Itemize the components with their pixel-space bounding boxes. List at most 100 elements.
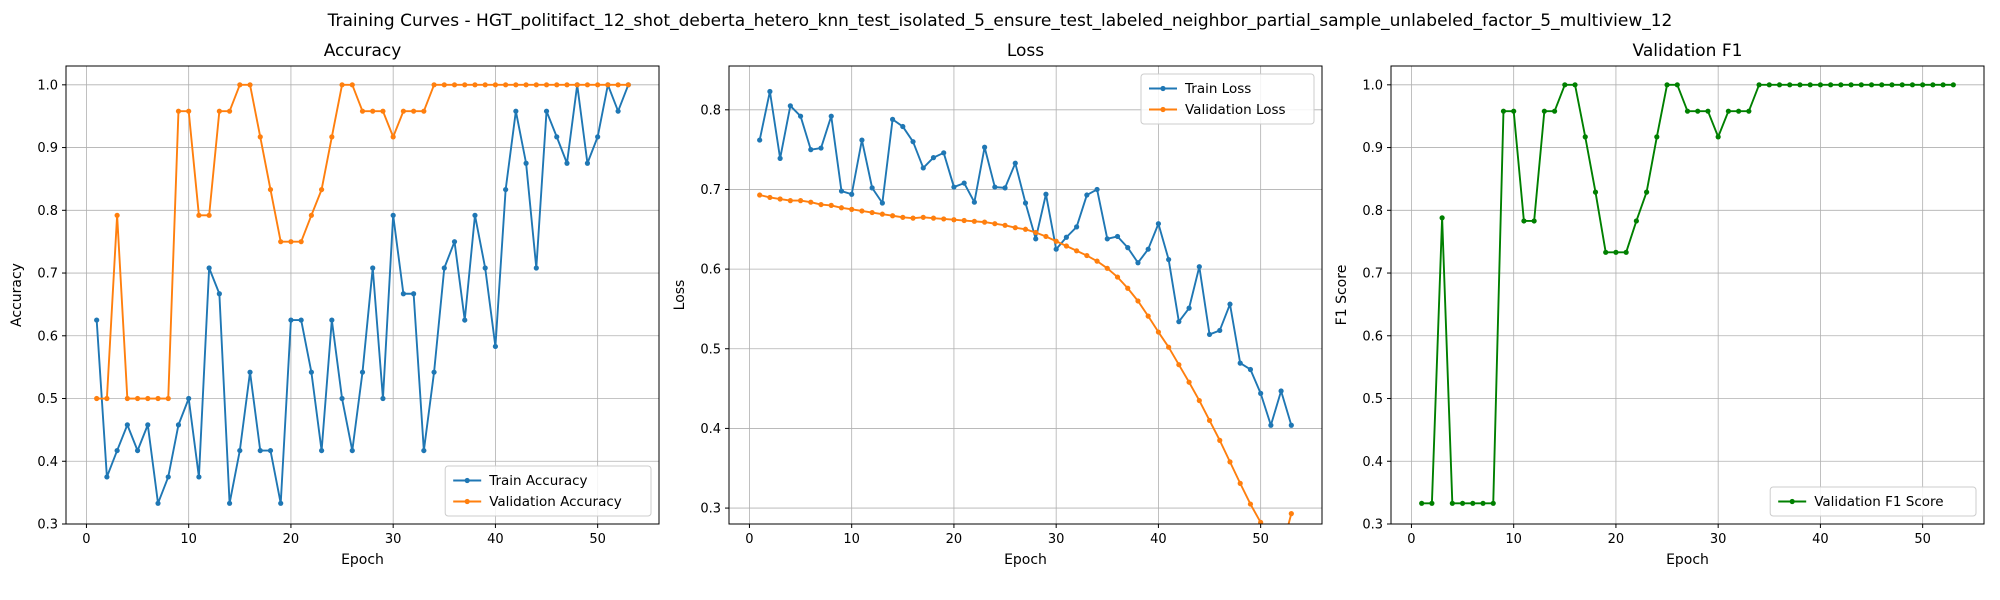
data-point	[175, 422, 182, 428]
data-point	[288, 317, 294, 323]
data-point	[1002, 185, 1008, 191]
data-point	[564, 82, 570, 88]
data-point	[206, 265, 212, 271]
data-point	[308, 212, 314, 218]
data-point	[155, 395, 161, 402]
data-point	[472, 82, 478, 88]
y-tick-label: 1.0	[37, 78, 58, 93]
data-point	[278, 239, 284, 245]
data-point	[1145, 313, 1151, 319]
data-point	[124, 422, 130, 428]
data-point	[1684, 108, 1691, 114]
legend-box	[1769, 486, 1977, 517]
data-point	[145, 422, 151, 428]
y-tick-label: 0.4	[37, 455, 58, 470]
y-tick-label: 0.3	[37, 518, 58, 533]
data-point	[1196, 397, 1202, 404]
data-point	[134, 447, 141, 454]
data-point	[400, 291, 406, 297]
data-point	[1511, 108, 1517, 114]
data-point	[237, 82, 243, 88]
data-point	[859, 208, 865, 214]
data-point	[971, 218, 977, 224]
data-point	[1227, 301, 1233, 307]
data-point	[1063, 243, 1069, 249]
series-validation-loss	[757, 192, 1294, 524]
data-point	[533, 265, 539, 271]
data-point	[359, 369, 366, 375]
data-point	[513, 108, 519, 114]
data-point	[1541, 108, 1547, 114]
data-point	[1063, 234, 1069, 240]
x-tick-label: 30	[1048, 532, 1065, 547]
data-point	[1858, 82, 1864, 88]
x-axis-label: Epoch	[1004, 552, 1047, 568]
data-point	[797, 198, 804, 204]
data-point	[462, 82, 468, 88]
x-tick-label: 10	[1505, 532, 1522, 547]
data-point	[226, 108, 233, 114]
data-point	[1828, 82, 1834, 88]
data-point	[482, 265, 488, 271]
data-point	[155, 500, 161, 506]
data-point	[1074, 248, 1080, 254]
data-point	[777, 196, 783, 202]
data-point	[1572, 82, 1578, 88]
panel-accuracy: 0 10 20 30 40 50 0.3 0.4 0.5 0.6 0.7 0.8 0.9 1.0 Accur…	[9, 41, 660, 568]
axes-frame	[1390, 65, 1985, 525]
data-point	[165, 474, 171, 480]
x-tick-label: 10	[180, 532, 197, 547]
y-axis-label: Accuracy	[9, 263, 25, 327]
data-point	[257, 134, 263, 140]
data-point	[1114, 274, 1121, 280]
data-point	[1033, 229, 1039, 236]
data-point	[267, 186, 274, 193]
data-point	[1053, 246, 1059, 252]
data-point	[1715, 134, 1721, 140]
data-point	[94, 395, 100, 402]
data-point	[1145, 246, 1151, 252]
data-point	[124, 395, 130, 402]
data-point	[390, 134, 396, 140]
data-point	[380, 395, 386, 402]
legend-swatch-marker	[1789, 498, 1795, 505]
data-point	[1654, 134, 1660, 140]
y-tick-label: 0.8	[1362, 204, 1383, 219]
data-point	[818, 201, 824, 208]
data-point	[879, 211, 885, 217]
data-point	[431, 369, 437, 375]
data-point	[869, 185, 875, 191]
data-point	[339, 82, 345, 88]
data-point	[319, 186, 325, 193]
y-tick-label: 0.8	[37, 204, 58, 219]
legend-swatch-marker	[464, 498, 470, 505]
data-point	[1766, 82, 1772, 88]
data-point	[257, 447, 263, 454]
data-point	[1186, 379, 1192, 385]
data-point	[441, 82, 447, 88]
x-tick-label: 40	[1150, 532, 1167, 547]
data-point	[869, 209, 875, 216]
data-point	[1695, 108, 1701, 114]
panel-validation-f1: 0 10 20 30 40 50 0.3 0.4 0.5 0.6 0.7 0.8 0.9 1.0 Valid…	[1334, 41, 1985, 568]
data-point	[451, 82, 458, 88]
legend-label-train-accuracy: Train Accuracy	[488, 473, 587, 489]
data-point	[482, 82, 488, 88]
data-point	[1125, 285, 1131, 291]
data-point	[1817, 82, 1824, 88]
data-point	[1186, 305, 1192, 311]
data-point	[1582, 134, 1588, 140]
data-point	[1278, 388, 1284, 394]
x-tick-label: 30	[385, 532, 402, 547]
y-tick-label: 0.5	[700, 342, 721, 357]
data-point	[1920, 82, 1926, 88]
data-point	[1217, 437, 1223, 443]
data-point	[1940, 82, 1946, 88]
data-point	[849, 191, 855, 197]
panel-title: Validation F1	[1633, 41, 1743, 61]
data-point	[216, 291, 222, 297]
x-axis-label: Epoch	[1666, 552, 1709, 568]
data-point	[1247, 501, 1254, 507]
x-tick-label: 10	[843, 532, 860, 547]
